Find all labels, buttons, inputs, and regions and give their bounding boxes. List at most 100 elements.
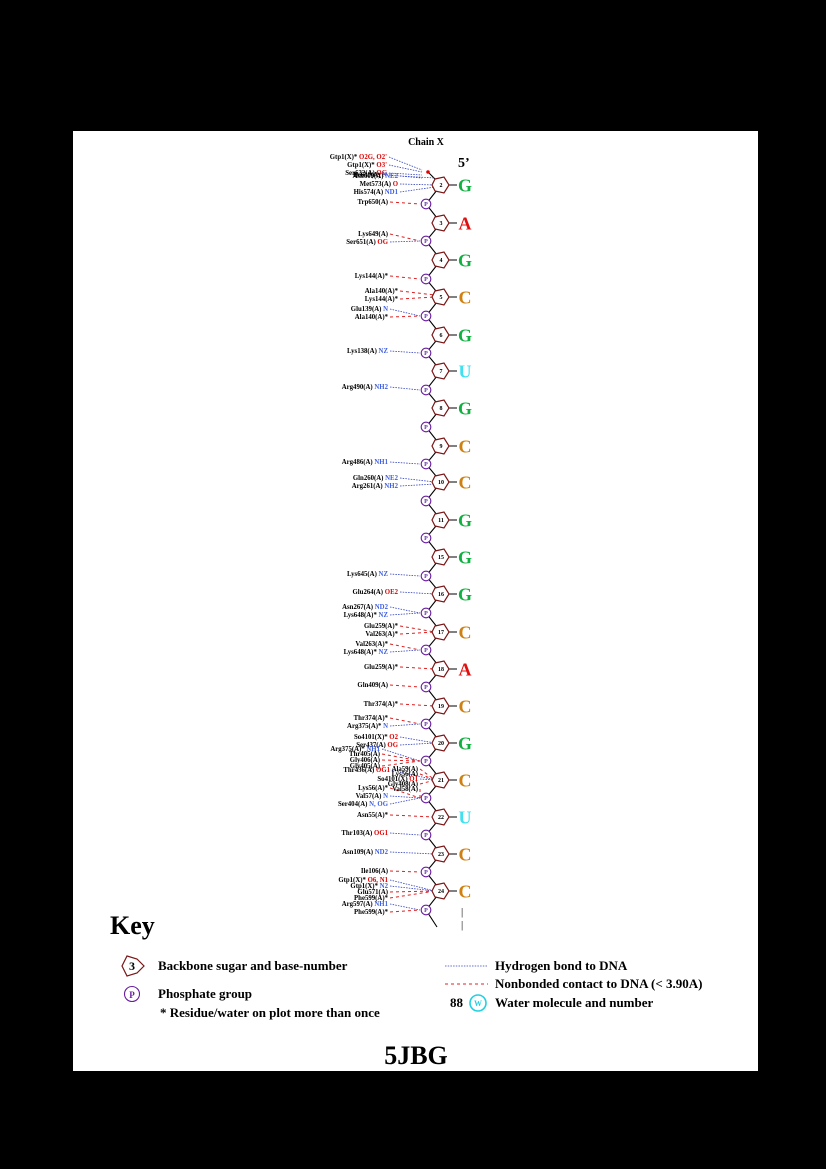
residue-label: Asn609(A) NE2 bbox=[352, 173, 398, 180]
residue-name: Lys144(A)* bbox=[365, 296, 399, 303]
contact-line bbox=[381, 759, 421, 762]
interaction-lines bbox=[381, 156, 436, 913]
contact-line bbox=[389, 903, 421, 911]
sugar-pentagon bbox=[431, 697, 450, 715]
contact-line bbox=[388, 172, 423, 176]
contact-line bbox=[391, 769, 436, 781]
contact-line bbox=[389, 717, 421, 725]
phosphate-circle bbox=[420, 755, 432, 767]
nucleotide-number: 3 bbox=[440, 221, 443, 227]
sugar-pentagon bbox=[431, 362, 450, 380]
contact-line bbox=[389, 879, 436, 892]
residue-name: Ala140(A)* bbox=[365, 288, 399, 295]
contact-line bbox=[381, 753, 421, 762]
contact-line bbox=[399, 296, 436, 300]
phosphate-letter: P bbox=[424, 722, 428, 728]
atom-name: N bbox=[381, 723, 388, 730]
contact-line bbox=[388, 164, 423, 173]
residue-name: Gln409(A) bbox=[357, 682, 388, 689]
sugar-pentagon bbox=[431, 511, 450, 529]
phosphate-letter: P bbox=[424, 870, 428, 876]
residue-name: Met573(A) bbox=[360, 181, 391, 188]
chain-title: Chain X bbox=[408, 137, 445, 148]
atom-name: OG bbox=[375, 170, 388, 177]
contact-line bbox=[399, 742, 436, 746]
atom-name: O3' bbox=[375, 162, 387, 169]
residue-label: Ser651(A) OG bbox=[346, 239, 388, 246]
phosphate-circle bbox=[420, 792, 432, 804]
base-letter: C bbox=[459, 697, 472, 717]
water-sample-letter: W bbox=[474, 999, 482, 1008]
sugar-pentagon bbox=[431, 251, 450, 269]
phosphate-letter: P bbox=[424, 202, 428, 208]
base-letter: C bbox=[459, 845, 472, 865]
sugar-pentagon bbox=[431, 437, 450, 455]
contact-line bbox=[399, 186, 436, 193]
residue-label: Lys144(A)* bbox=[365, 296, 399, 303]
nucleotide-number: 6 bbox=[440, 333, 443, 339]
phosphate-letter: P bbox=[424, 574, 428, 580]
residue-name: Gly408(A) bbox=[388, 781, 418, 788]
contact-line bbox=[389, 386, 421, 391]
residue-label: Glu259(A)* bbox=[364, 664, 399, 671]
sugar-pentagon bbox=[431, 660, 450, 678]
residue-name: Phe599(A)* bbox=[354, 895, 389, 902]
contact-line bbox=[399, 175, 436, 179]
residue-note: * Residue/water on plot more than once bbox=[160, 1005, 380, 1020]
phosphate-letter: P bbox=[424, 499, 428, 505]
nucleotide-number: 24 bbox=[438, 889, 444, 895]
contact-line bbox=[399, 625, 436, 633]
residue-label: Met573(A) O bbox=[360, 181, 398, 188]
residue-name: Asn609(A) bbox=[352, 173, 383, 180]
phosphate-letter: P bbox=[424, 239, 428, 245]
atom-name: O2 bbox=[388, 734, 399, 741]
residue-label: Asn109(A) ND2 bbox=[342, 849, 388, 856]
residue-label: So4101(X)* O2 bbox=[354, 734, 399, 741]
base-letter: C bbox=[459, 623, 472, 643]
residue-label: Val57(A) N bbox=[356, 793, 389, 800]
residue-label: Thr436(A) OG1 bbox=[343, 767, 390, 774]
atom-name: N bbox=[380, 172, 387, 179]
residue-label: Arg490(A) NH2 bbox=[342, 384, 389, 391]
residue-name: Arg261(A) bbox=[352, 483, 383, 490]
key-title: Key bbox=[110, 911, 155, 940]
phosphate-circle bbox=[420, 273, 432, 285]
residue-name: Gly405(A) bbox=[350, 763, 380, 770]
residue-name: Asn55(A)* bbox=[357, 812, 389, 819]
contact-line bbox=[381, 760, 421, 767]
residue-name: So4101(X) bbox=[377, 776, 407, 783]
atom-name: ND2 bbox=[373, 604, 389, 611]
nucleotide-number: 10 bbox=[438, 480, 444, 486]
residue-name: Ser632(A) bbox=[345, 170, 374, 177]
residue-label: Ala59(A) bbox=[392, 766, 418, 773]
contact-line bbox=[389, 909, 421, 913]
sugar-pentagon bbox=[431, 771, 450, 789]
residue-name: Arg375(A)* bbox=[330, 746, 365, 753]
phosphate-circle bbox=[420, 421, 432, 433]
sugar-key-label: Backbone sugar and base-number bbox=[158, 958, 348, 973]
contact-line bbox=[389, 797, 421, 805]
residue-name: Asn109(A) bbox=[342, 849, 373, 856]
residue-label: Trp650(A) bbox=[358, 199, 388, 206]
contact-line bbox=[389, 649, 421, 653]
contact-line bbox=[389, 723, 421, 727]
atom-name: OG bbox=[376, 239, 389, 246]
residue-name: Val263(A)* bbox=[355, 641, 388, 648]
residue-name: Lys648(A)* bbox=[344, 612, 378, 619]
atom-name: NZ bbox=[377, 571, 389, 578]
nucleotide-number: 5 bbox=[440, 295, 443, 301]
residue-name: Ala140(A)* bbox=[355, 314, 389, 321]
key-section: Key 3 Backbone sugar and base-number P P… bbox=[110, 911, 702, 1020]
sugar-pentagon bbox=[431, 808, 450, 826]
residue-label: Val263(A)* bbox=[365, 631, 398, 638]
base-letter: G bbox=[458, 176, 472, 196]
residue-name: Glu264(A) bbox=[352, 589, 383, 596]
nucleotide-number: 18 bbox=[438, 667, 444, 673]
water-number: 88 bbox=[450, 995, 464, 1010]
water-sample-icon bbox=[469, 994, 487, 1012]
chain-end-tick-1: | bbox=[461, 906, 463, 918]
residue-name: Thr436(A) bbox=[343, 767, 374, 774]
contact-line bbox=[399, 591, 436, 595]
phosphate-key-label: Phosphate group bbox=[158, 986, 252, 1001]
